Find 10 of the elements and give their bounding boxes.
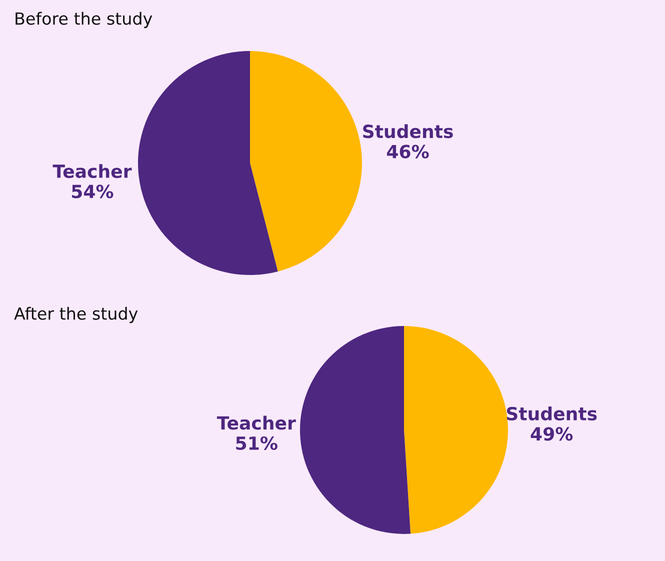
- data-label: 46%: [386, 144, 429, 158]
- data-label: 51%: [236, 436, 278, 450]
- data-label: 49%: [530, 427, 573, 441]
- slice-label: Teacher: [52, 164, 132, 178]
- slice-label: Students: [363, 124, 453, 138]
- slice-label: Students: [506, 406, 597, 420]
- data-label: 54%: [72, 184, 114, 198]
- slice-label: Teacher: [216, 416, 296, 430]
- text: After the study: [14, 306, 138, 324]
- chart-title: Before the study: [16, 12, 152, 28]
